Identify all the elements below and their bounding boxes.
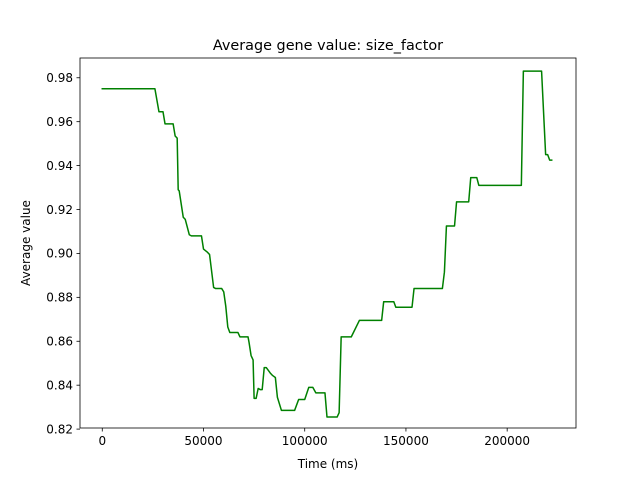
x-tick-label: 50000 <box>184 434 222 448</box>
y-tick-label: 0.84 <box>46 378 73 392</box>
series-group <box>101 70 553 418</box>
y-tick-label: 0.92 <box>46 203 73 217</box>
x-axis-label: Time (ms) <box>297 457 359 471</box>
x-tick-label: 100000 <box>282 434 328 448</box>
y-tick-label: 0.94 <box>46 159 73 173</box>
x-tick-label: 150000 <box>383 434 429 448</box>
y-tick-label: 0.90 <box>46 247 73 261</box>
y-tick-label: 0.96 <box>46 115 73 129</box>
y-axis: 0.82 0.84 0.86 0.88 0.90 0.92 0.94 0.96 0.98 <box>46 71 80 436</box>
plot-area: 0 50000 100000 150000 200000 0.820.840.860.8… <box>46 57 577 448</box>
y-tick-label: 0.88 <box>46 291 73 305</box>
y-tick-label: 0.98 <box>46 71 73 85</box>
y-tick-label: 0.82 <box>46 422 73 436</box>
chart-title: Average gene value: size_factor <box>213 38 443 54</box>
y-tick-label: 0.86 <box>46 335 73 349</box>
plot-frame <box>79 57 577 429</box>
x-tick-label: 0 <box>98 434 106 448</box>
series-line <box>101 70 553 418</box>
x-axis: 0 50000 100000 150000 200000 <box>98 428 530 448</box>
y-axis-label: Average value <box>19 200 33 286</box>
x-tick-label: 200000 <box>484 434 530 448</box>
